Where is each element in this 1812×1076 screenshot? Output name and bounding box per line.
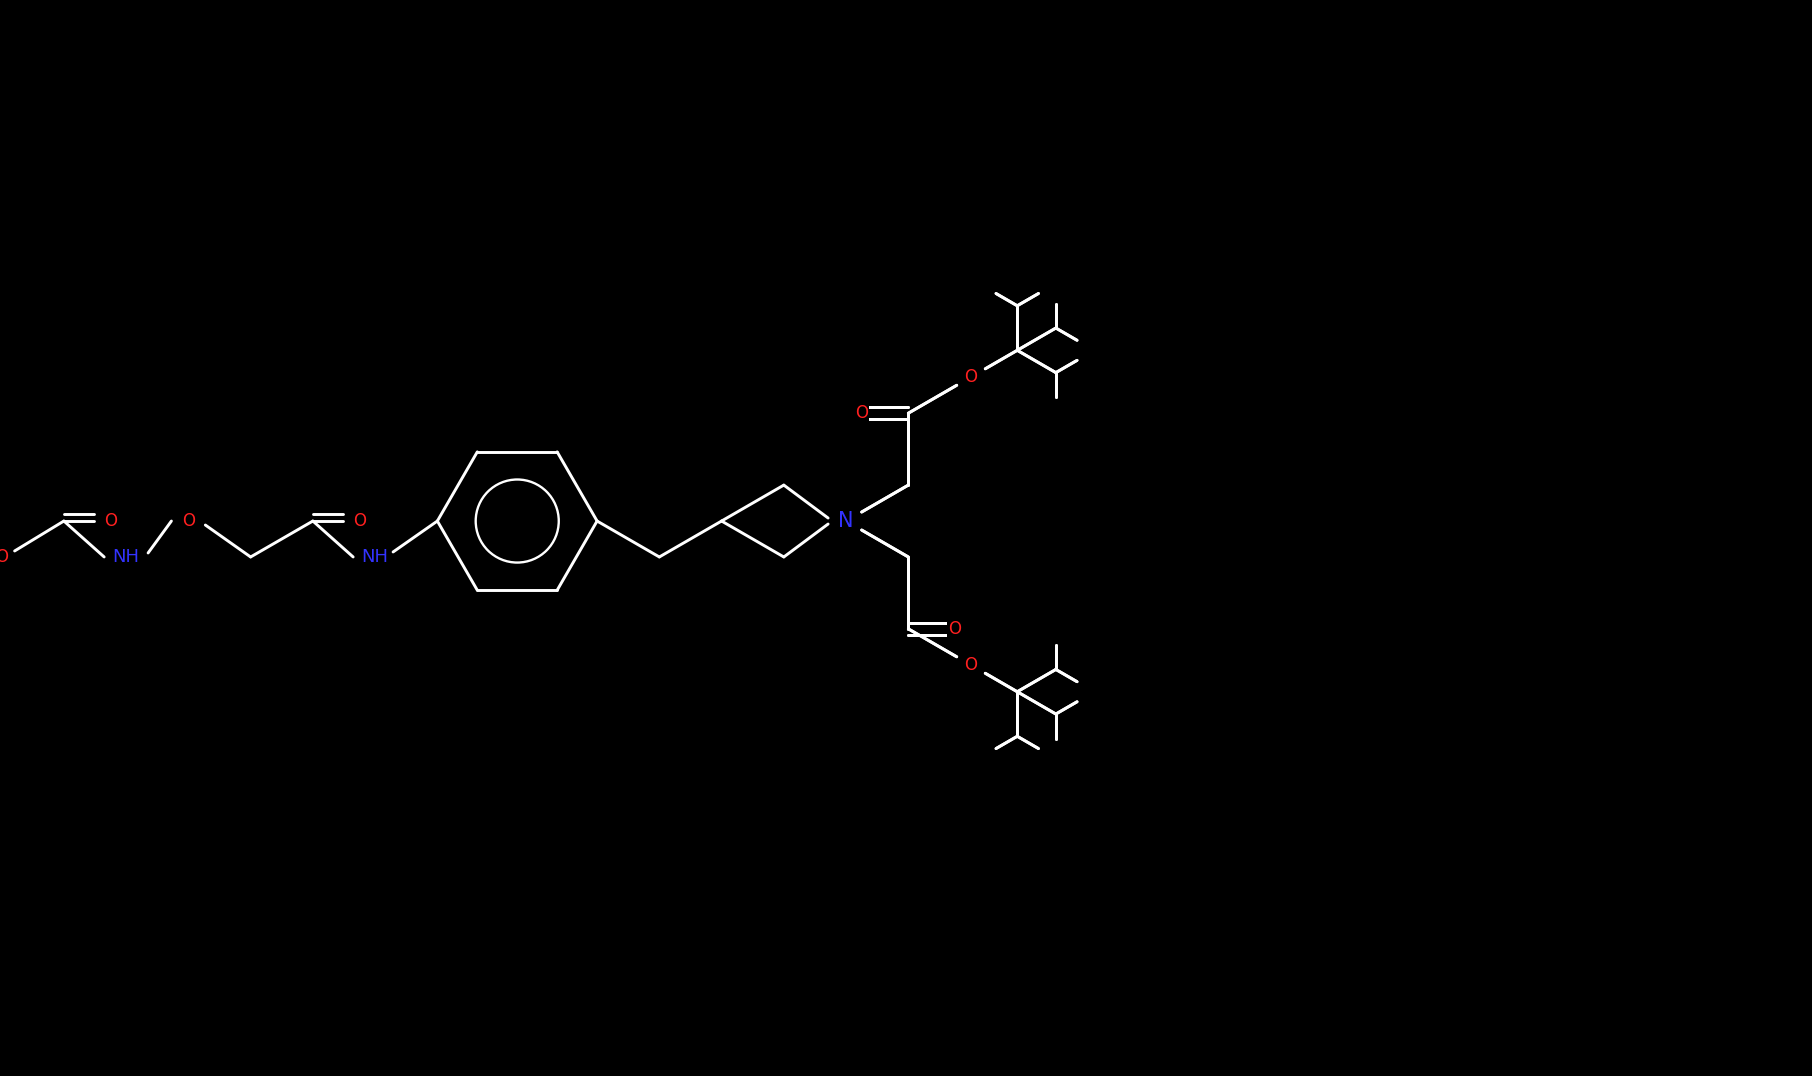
Text: O: O (964, 368, 977, 386)
Text: NH: NH (362, 548, 388, 566)
Text: O: O (855, 405, 868, 422)
Text: O: O (855, 405, 868, 422)
Text: O: O (948, 620, 962, 638)
Text: N: N (839, 511, 853, 532)
Text: NH: NH (112, 548, 140, 566)
Text: O: O (964, 368, 977, 386)
Text: N: N (839, 511, 853, 532)
Text: O: O (964, 655, 977, 674)
Text: O: O (103, 512, 118, 530)
Text: O: O (353, 512, 366, 530)
Text: O: O (181, 512, 196, 530)
Text: O: O (964, 655, 977, 674)
Text: O: O (0, 548, 7, 566)
Text: O: O (948, 620, 962, 638)
